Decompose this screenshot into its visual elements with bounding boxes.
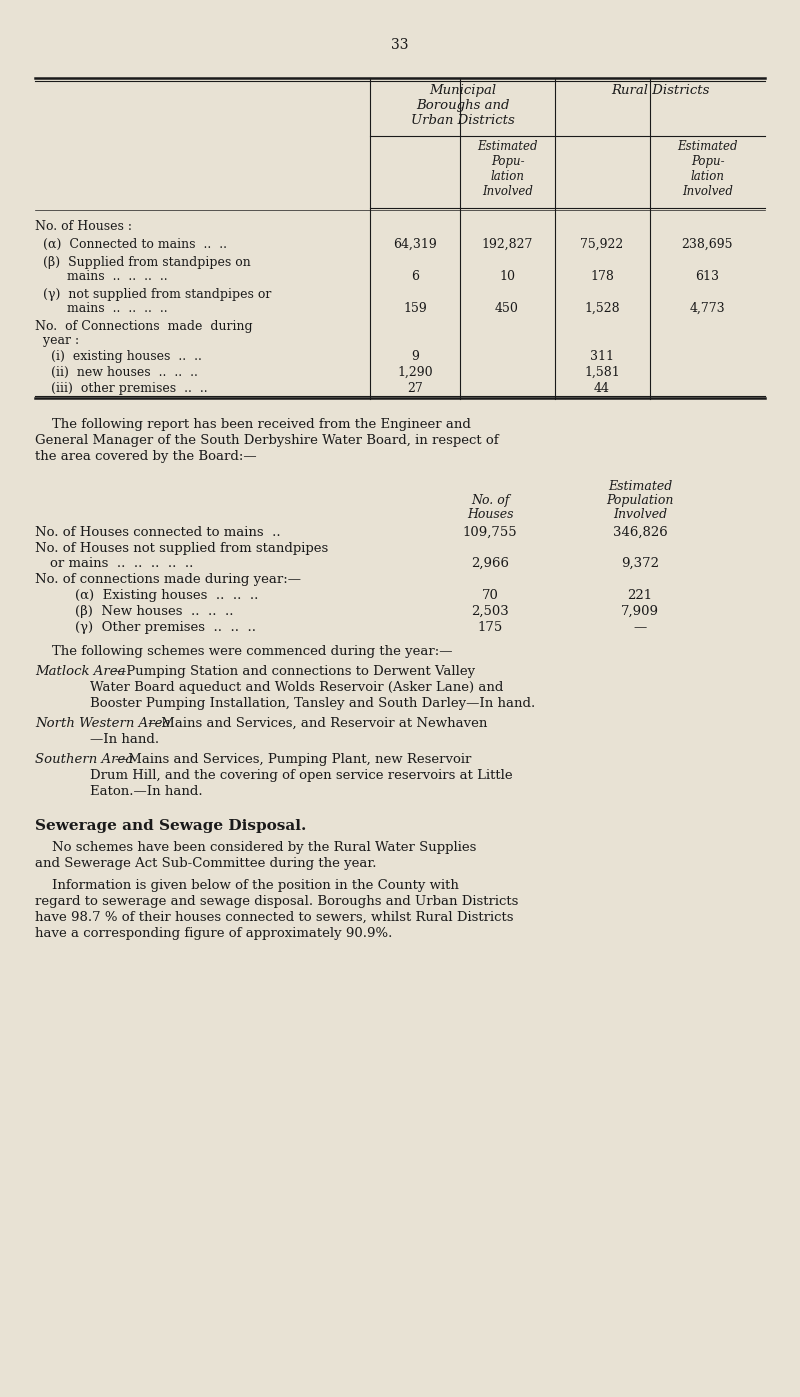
Text: mains  ..  ..  ..  ..: mains .. .. .. .. — [35, 270, 168, 284]
Text: the area covered by the Board:—: the area covered by the Board:— — [35, 450, 257, 462]
Text: mains  ..  ..  ..  ..: mains .. .. .. .. — [35, 302, 168, 314]
Text: 192,827: 192,827 — [482, 237, 533, 251]
Text: 9,372: 9,372 — [621, 557, 659, 570]
Text: Eaton.—In hand.: Eaton.—In hand. — [90, 785, 202, 798]
Text: 450: 450 — [495, 302, 519, 314]
Text: or mains  ..  ..  ..  ..  ..: or mains .. .. .. .. .. — [50, 557, 194, 570]
Text: —Pumping Station and connections to Derwent Valley: —Pumping Station and connections to Derw… — [113, 665, 475, 678]
Text: —Mains and Services, and Reservoir at Newhaven: —Mains and Services, and Reservoir at Ne… — [148, 717, 487, 731]
Text: Information is given below of the position in the County with: Information is given below of the positi… — [35, 879, 459, 893]
Text: The following report has been received from the Engineer and: The following report has been received f… — [35, 418, 471, 432]
Text: (i)  existing houses  ..  ..: (i) existing houses .. .. — [35, 351, 202, 363]
Text: The following schemes were commenced during the year:—: The following schemes were commenced dur… — [35, 645, 453, 658]
Text: No. of: No. of — [471, 495, 509, 507]
Text: 4,773: 4,773 — [689, 302, 725, 314]
Text: 221: 221 — [627, 590, 653, 602]
Text: have a corresponding figure of approximately 90.9%.: have a corresponding figure of approxima… — [35, 928, 392, 940]
Text: 7,909: 7,909 — [621, 605, 659, 617]
Text: 33: 33 — [391, 38, 409, 52]
Text: 613: 613 — [695, 270, 719, 284]
Text: (α)  Connected to mains  ..  ..: (α) Connected to mains .. .. — [35, 237, 227, 251]
Text: Matlock Area: Matlock Area — [35, 665, 126, 678]
Text: 109,755: 109,755 — [462, 527, 518, 539]
Text: —In hand.: —In hand. — [90, 733, 159, 746]
Text: No. of Houses connected to mains  ..: No. of Houses connected to mains .. — [35, 527, 281, 539]
Text: Involved: Involved — [613, 509, 667, 521]
Text: Southern Area: Southern Area — [35, 753, 134, 766]
Text: —: — — [634, 622, 646, 634]
Text: Houses: Houses — [466, 509, 514, 521]
Text: (iii)  other premises  ..  ..: (iii) other premises .. .. — [35, 381, 208, 395]
Text: Population: Population — [606, 495, 674, 507]
Text: Estimated: Estimated — [608, 481, 672, 493]
Text: 175: 175 — [478, 622, 502, 634]
Text: —Mains and Services, Pumping Plant, new Reservoir: —Mains and Services, Pumping Plant, new … — [115, 753, 471, 766]
Text: (β)  Supplied from standpipes on: (β) Supplied from standpipes on — [35, 256, 250, 270]
Text: 75,922: 75,922 — [580, 237, 624, 251]
Text: 64,319: 64,319 — [393, 237, 437, 251]
Text: 10: 10 — [499, 270, 515, 284]
Text: Estimated
Popu-
lation
Involved: Estimated Popu- lation Involved — [678, 140, 738, 198]
Text: No.  of Connections  made  during: No. of Connections made during — [35, 320, 253, 332]
Text: 44: 44 — [594, 381, 610, 395]
Text: 238,695: 238,695 — [682, 237, 733, 251]
Text: year :: year : — [35, 334, 79, 346]
Text: 1,290: 1,290 — [397, 366, 433, 379]
Text: Municipal
Boroughs and
Urban Districts: Municipal Boroughs and Urban Districts — [410, 84, 514, 127]
Text: 1,581: 1,581 — [584, 366, 620, 379]
Text: 346,826: 346,826 — [613, 527, 667, 539]
Text: (ii)  new houses  ..  ..  ..: (ii) new houses .. .. .. — [35, 366, 198, 379]
Text: 178: 178 — [590, 270, 614, 284]
Text: 1,528: 1,528 — [584, 302, 620, 314]
Text: and Sewerage Act Sub-Committee during the year.: and Sewerage Act Sub-Committee during th… — [35, 856, 377, 870]
Text: regard to sewerage and sewage disposal. Boroughs and Urban Districts: regard to sewerage and sewage disposal. … — [35, 895, 518, 908]
Text: Sewerage and Sewage Disposal.: Sewerage and Sewage Disposal. — [35, 819, 306, 833]
Text: Water Board aqueduct and Wolds Reservoir (Asker Lane) and: Water Board aqueduct and Wolds Reservoir… — [90, 680, 503, 694]
Text: No. of Houses not supplied from standpipes: No. of Houses not supplied from standpip… — [35, 542, 328, 555]
Text: Estimated
Popu-
lation
Involved: Estimated Popu- lation Involved — [478, 140, 538, 198]
Text: Drum Hill, and the covering of open service reservoirs at Little: Drum Hill, and the covering of open serv… — [90, 768, 513, 782]
Text: have 98.7 % of their houses connected to sewers, whilst Rural Districts: have 98.7 % of their houses connected to… — [35, 911, 514, 923]
Text: General Manager of the South Derbyshire Water Board, in respect of: General Manager of the South Derbyshire … — [35, 434, 498, 447]
Text: 2,503: 2,503 — [471, 605, 509, 617]
Text: No. of Houses :: No. of Houses : — [35, 219, 132, 233]
Text: No. of connections made during year:—: No. of connections made during year:— — [35, 573, 301, 585]
Text: No schemes have been considered by the Rural Water Supplies: No schemes have been considered by the R… — [35, 841, 476, 854]
Text: 70: 70 — [482, 590, 498, 602]
Text: (γ)  Other premises  ..  ..  ..: (γ) Other premises .. .. .. — [75, 622, 256, 634]
Text: 9: 9 — [411, 351, 419, 363]
Text: 159: 159 — [403, 302, 427, 314]
Text: Booster Pumping Installation, Tansley and South Darley—In hand.: Booster Pumping Installation, Tansley an… — [90, 697, 535, 710]
Text: 311: 311 — [590, 351, 614, 363]
Text: (γ)  not supplied from standpipes or: (γ) not supplied from standpipes or — [35, 288, 271, 300]
Text: 6: 6 — [411, 270, 419, 284]
Text: (α)  Existing houses  ..  ..  ..: (α) Existing houses .. .. .. — [75, 590, 258, 602]
Text: North Western Area: North Western Area — [35, 717, 170, 731]
Text: 2,966: 2,966 — [471, 557, 509, 570]
Text: (β)  New houses  ..  ..  ..: (β) New houses .. .. .. — [75, 605, 234, 617]
Text: 27: 27 — [407, 381, 423, 395]
Text: Rural Districts: Rural Districts — [611, 84, 709, 96]
